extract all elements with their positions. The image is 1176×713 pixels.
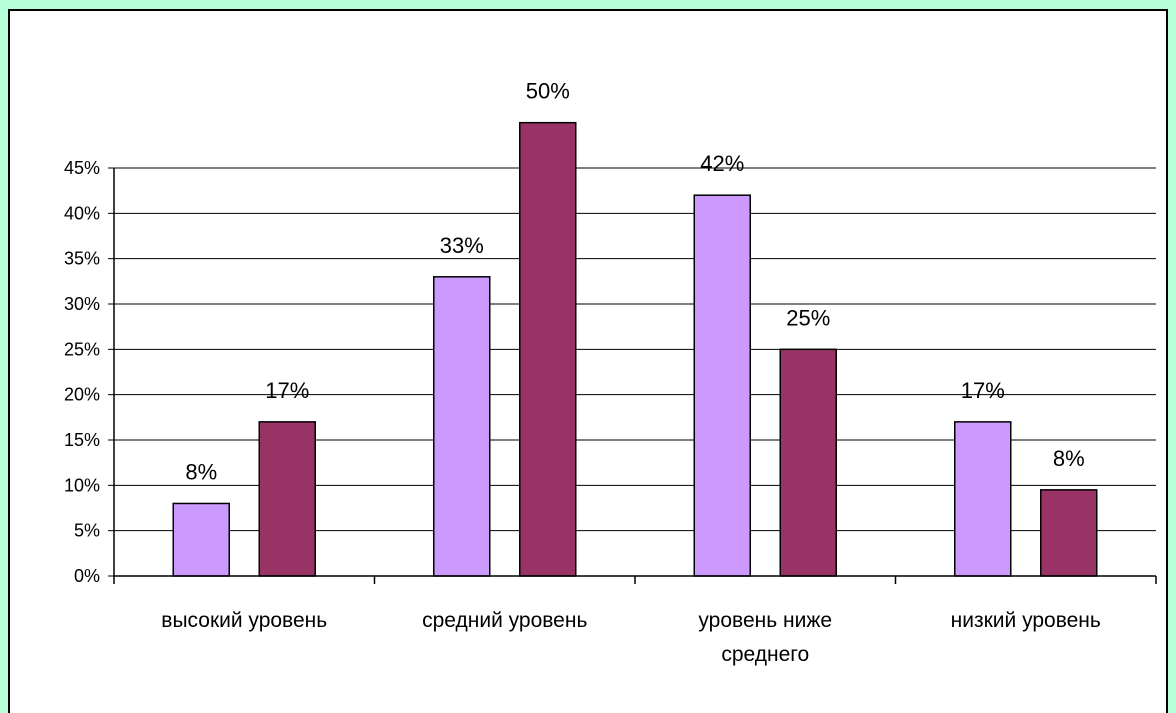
data-label: 50% [526,79,570,104]
y-tick-label: 5% [74,521,100,541]
y-tick-label: 40% [64,203,100,223]
y-tick-label: 45% [64,158,100,178]
y-tick-label: 20% [64,385,100,405]
labels: 0% 5% 10% 15% 20% 25% 30% 35% 40% 45% 8% 17% высокий… [64,79,1101,666]
bars [172,121,1098,577]
x-category-label: уровень ниже [698,609,832,632]
bar-series-2-2 [779,348,837,577]
x-category-label: среднего [721,643,809,666]
data-label: 8% [185,459,217,484]
y-tick-label: 10% [64,475,100,495]
axes [108,167,1157,584]
bar-series-2-3 [1040,489,1098,577]
bar-series-1-3 [954,421,1012,577]
x-category-label: средний уровень [422,609,587,632]
data-label: 17% [961,378,1005,403]
data-label: 25% [786,305,830,330]
y-tick-label: 0% [74,566,100,586]
bar-series-1-0 [172,502,230,577]
chart-frame [8,9,1168,713]
y-tick-label: 35% [64,249,100,269]
bar-series-1-2 [693,194,751,577]
y-tick-label: 15% [64,430,100,450]
x-category-label: высокий уровень [161,609,327,632]
data-label: 33% [440,233,484,258]
data-label: 17% [265,378,309,403]
bar-series-2-1 [519,121,577,577]
bar-series-2-0 [258,421,316,577]
y-tick-label: 30% [64,294,100,314]
data-label: 8% [1053,446,1085,471]
bar-series-1-1 [433,276,491,577]
data-label: 42% [700,151,744,176]
x-category-label: низкий уровень [951,609,1101,632]
y-tick-label: 25% [64,339,100,359]
